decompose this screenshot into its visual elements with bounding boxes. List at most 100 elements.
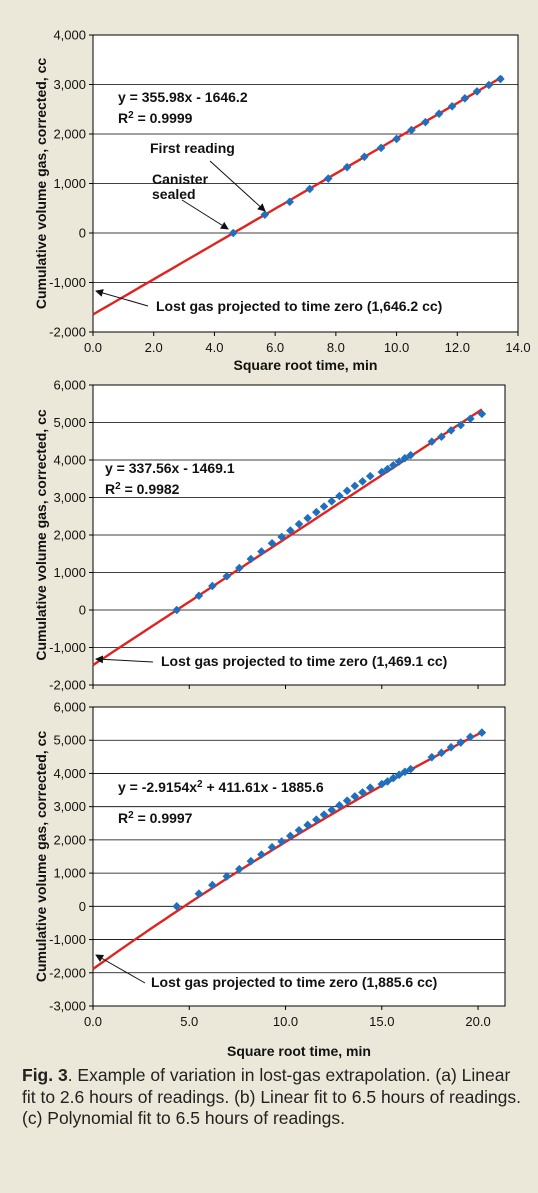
y-tick-label: -2,000 <box>49 678 86 693</box>
data-point <box>222 872 232 881</box>
lost-gas-annotation: Lost gas projected to time zero (1,469.1… <box>161 653 447 669</box>
data-point <box>194 889 204 899</box>
x-tick-label: 10.0 <box>384 340 409 355</box>
x-tick-label: 8.0 <box>327 340 345 355</box>
data-point <box>365 783 375 793</box>
x-tick-label: 14.0 <box>505 340 530 355</box>
data-point <box>257 850 266 859</box>
fit-equation: y = 355.98x - 1646.2 <box>118 89 248 105</box>
data-point <box>277 532 286 542</box>
fit-line <box>92 75 504 316</box>
y-tick-label: 3,000 <box>53 490 86 505</box>
x-axis-label: Square root time, min <box>234 357 378 373</box>
y-tick-label: 6,000 <box>53 700 86 715</box>
plot-frame <box>92 706 506 1007</box>
x-tick-label: 5.0 <box>180 1014 198 1029</box>
caption-text: . Example of variation in lost-gas extra… <box>22 1065 522 1128</box>
data-point <box>228 228 238 238</box>
y-tick-label: 6,000 <box>53 378 86 393</box>
data-point <box>312 815 321 824</box>
data-point <box>303 513 312 523</box>
data-point <box>437 432 446 442</box>
data-point <box>389 773 398 783</box>
y-axis-label: Cumulative volume gas, corrected, cc <box>33 58 49 310</box>
x-axis-label: Square root time, min <box>227 1043 371 1059</box>
data-point <box>246 856 256 866</box>
y-tick-label: 4,000 <box>53 453 86 468</box>
data-point <box>407 125 416 135</box>
annotation-canister-2: sealed <box>152 186 196 202</box>
data-point <box>172 605 182 615</box>
x-tick-label: 0.0 <box>84 1014 102 1029</box>
data-point <box>342 796 352 805</box>
data-point <box>303 820 312 830</box>
data-point <box>172 902 182 911</box>
data-point <box>477 409 487 419</box>
data-point <box>456 420 466 430</box>
y-tick-label: 0 <box>79 899 86 914</box>
annotation-arrow <box>209 160 266 212</box>
x-tick-label: 0.0 <box>84 340 102 355</box>
data-point <box>327 496 337 506</box>
data-point <box>421 117 430 127</box>
data-point <box>194 591 204 601</box>
annotation-canister-1: Canister <box>152 171 209 187</box>
data-point <box>377 467 387 477</box>
data-point <box>437 748 446 758</box>
data-point <box>267 842 277 852</box>
data-point <box>383 777 392 786</box>
y-tick-label: 3,000 <box>53 799 86 814</box>
r-squared: R2​ = 0.9982 <box>105 481 180 497</box>
data-point <box>383 464 392 474</box>
data-point <box>208 581 217 591</box>
y-tick-label: 1,000 <box>53 565 86 580</box>
data-point <box>327 805 337 815</box>
data-point <box>277 837 286 846</box>
data-point <box>427 752 437 762</box>
x-tick-label: 2.0 <box>145 340 163 355</box>
data-point <box>377 779 387 789</box>
data-point <box>456 738 466 747</box>
data-point <box>323 174 333 183</box>
y-tick-label: -1,000 <box>49 275 86 290</box>
data-point <box>335 491 344 501</box>
y-tick-label: -2,000 <box>49 325 86 340</box>
chart-a: -2,000 -1,000 0 1,000 2,000 3,000 4,000 0.0 2.0 4… <box>33 28 531 374</box>
data-point <box>376 143 386 153</box>
fit-line <box>92 731 483 970</box>
data-point <box>477 728 487 737</box>
fit-equation: y = 337.56x - 1469.1 <box>105 460 235 476</box>
lost-gas-arrow <box>95 655 154 664</box>
data-point <box>246 554 256 564</box>
data-point <box>466 732 475 742</box>
x-tick-label: 4.0 <box>205 340 223 355</box>
data-point <box>400 453 410 463</box>
data-point <box>222 571 232 581</box>
y-tick-label: -2,000 <box>49 965 86 980</box>
y-tick-label: 5,000 <box>53 415 86 430</box>
y-axis-label: Cumulative volume gas, corrected, cc <box>33 409 49 661</box>
y-tick-label: 1,000 <box>53 176 86 191</box>
data-point <box>392 134 401 144</box>
data-point <box>319 810 329 819</box>
data-point <box>406 450 415 460</box>
annotation-first-reading: First reading <box>150 140 235 156</box>
data-point <box>466 414 475 424</box>
data-point <box>447 101 457 111</box>
data-point <box>394 457 404 466</box>
y-tick-label: 4,000 <box>53 28 86 43</box>
data-point <box>427 437 437 446</box>
data-point <box>472 87 482 96</box>
y-tick-label: -1,000 <box>49 640 86 655</box>
lost-gas-arrow <box>95 954 146 984</box>
data-point <box>286 831 295 841</box>
y-tick-label: 2,000 <box>53 127 86 142</box>
y-tick-label: 0 <box>79 603 86 618</box>
data-point <box>305 184 315 194</box>
data-point <box>208 880 217 890</box>
data-point <box>312 507 321 517</box>
lost-gas-annotation: Lost gas projected to time zero (1,646.2… <box>156 298 442 314</box>
data-point <box>484 80 494 90</box>
data-point <box>460 94 470 103</box>
